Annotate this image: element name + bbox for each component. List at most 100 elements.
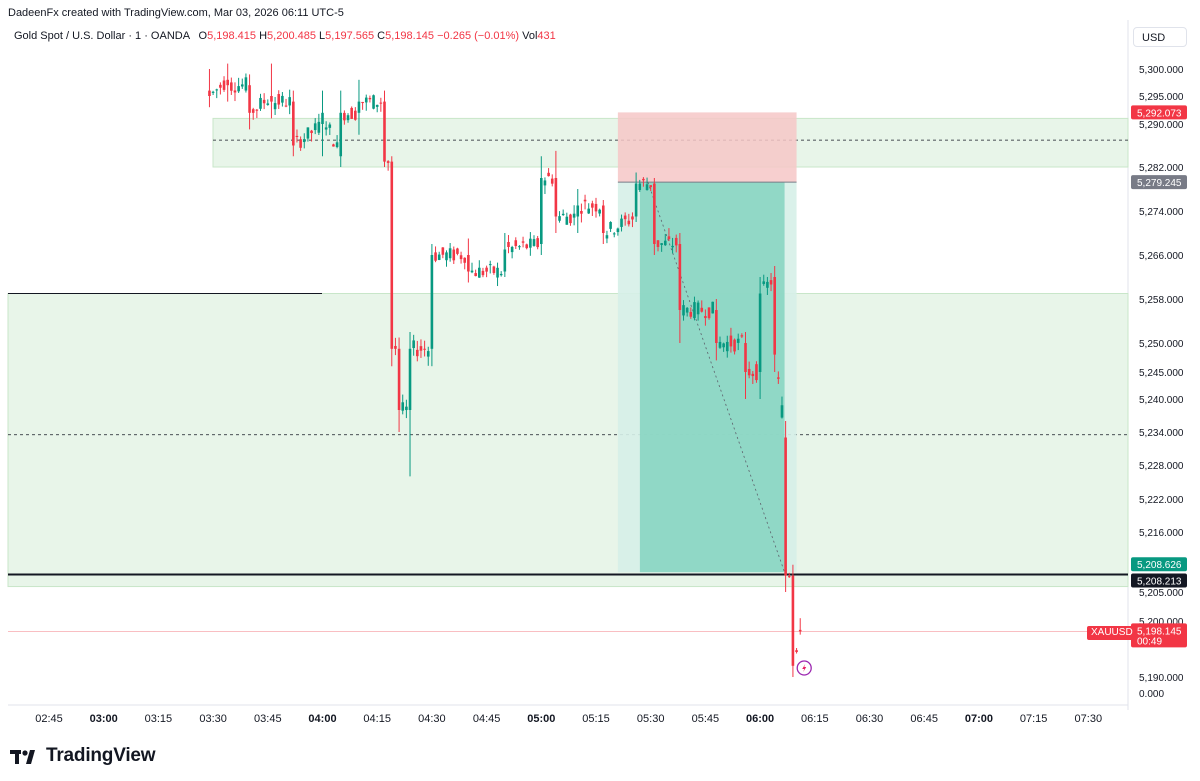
target-level-label <box>1131 557 1187 572</box>
candle <box>623 215 627 220</box>
candle <box>543 180 547 186</box>
candle <box>591 203 594 208</box>
price-tick-label: 5,228.000 <box>1139 461 1184 472</box>
candle <box>569 214 572 224</box>
candle <box>299 139 302 148</box>
candle <box>663 240 667 246</box>
candle <box>226 79 229 86</box>
last-price-countdown: 00:49 <box>1137 636 1162 647</box>
candle <box>653 183 656 244</box>
candle <box>270 96 273 102</box>
candle <box>463 257 467 263</box>
candle <box>711 301 714 314</box>
candle <box>715 310 718 343</box>
candle <box>700 307 704 312</box>
candle <box>467 255 470 272</box>
candle <box>798 629 802 632</box>
candle <box>401 402 405 411</box>
price-tick-label: 5,250.000 <box>1139 339 1184 350</box>
price-tick-label: 5,205.000 <box>1139 588 1184 599</box>
candle <box>660 243 663 245</box>
time-tick-label: 06:45 <box>910 713 938 725</box>
candle <box>492 266 496 273</box>
candle <box>696 302 700 315</box>
price-tick-label: 5,274.000 <box>1139 207 1184 218</box>
candle <box>277 94 281 105</box>
entry-level-label <box>1131 175 1187 190</box>
candle <box>281 95 284 103</box>
price-tick-label: 5,234.000 <box>1139 428 1184 439</box>
candle <box>565 216 569 225</box>
time-tick-label: 07:15 <box>1020 713 1048 725</box>
candle <box>627 220 631 225</box>
high-value: 5,200.485 <box>267 30 316 42</box>
candle <box>419 346 423 351</box>
open-value: 5,198.415 <box>207 30 257 42</box>
candle <box>328 124 332 128</box>
candle <box>634 183 638 217</box>
candle <box>758 293 762 372</box>
time-tick-label: 05:15 <box>582 713 610 725</box>
position-path <box>647 182 785 573</box>
candle <box>616 228 620 233</box>
candle <box>725 341 729 352</box>
candle <box>780 405 784 418</box>
time-tick-label: 07:30 <box>1075 713 1103 725</box>
candle <box>313 123 317 131</box>
stop-level-label <box>1131 105 1187 120</box>
entry-level-label-text: 5,279.245 <box>1137 178 1182 189</box>
candle <box>751 373 755 377</box>
candle <box>372 95 375 109</box>
candle <box>208 90 211 96</box>
candle <box>288 97 291 106</box>
candle <box>430 255 434 349</box>
last-price-label-text: 5,198.145 <box>1137 626 1182 637</box>
brand-name: TradingView <box>46 745 156 766</box>
price-tick-label: 5,266.000 <box>1139 251 1184 262</box>
close-label: C <box>377 30 386 42</box>
candle <box>481 270 485 276</box>
candle <box>215 89 219 91</box>
price-tick-label: 5,300.000 <box>1139 65 1184 76</box>
candle <box>357 101 361 113</box>
candle <box>609 222 612 229</box>
candle <box>386 161 390 163</box>
candle <box>408 348 412 410</box>
candle <box>244 77 248 91</box>
candle <box>426 351 430 357</box>
candle <box>576 205 580 217</box>
candle <box>361 101 364 104</box>
time-tick-label: 05:30 <box>637 713 665 725</box>
candle <box>693 302 696 319</box>
candle <box>321 112 324 124</box>
candle <box>262 99 266 104</box>
candle <box>383 101 386 162</box>
time-tick-label: 07:00 <box>965 713 993 725</box>
candle <box>605 235 609 239</box>
time-tick-label: 02:45 <box>35 713 63 725</box>
currency-button[interactable]: USD <box>1133 27 1187 47</box>
candle <box>397 348 401 410</box>
candle <box>448 248 452 259</box>
candle <box>488 264 492 266</box>
take-profit-filled <box>639 182 785 573</box>
symbol-name[interactable]: Gold Spot / U.S. Dollar · 1 · OANDA <box>14 30 190 42</box>
alert-bolt-icon <box>802 664 807 672</box>
candle <box>791 575 795 666</box>
candle <box>295 135 299 138</box>
candle <box>682 305 685 316</box>
candle <box>211 91 215 93</box>
open-label: O <box>198 30 208 42</box>
time-tick-label: 03:30 <box>199 713 227 725</box>
candle <box>510 246 514 253</box>
candle <box>558 216 561 221</box>
price-tick-label: 0.000 <box>1139 689 1164 700</box>
candle <box>375 104 379 107</box>
candle <box>532 239 536 246</box>
candle <box>744 343 747 372</box>
demand-zone <box>7 293 1129 588</box>
time-tick-label: 05:00 <box>527 713 555 725</box>
price-tick-label: 5,282.000 <box>1139 163 1184 174</box>
candle <box>525 244 529 249</box>
